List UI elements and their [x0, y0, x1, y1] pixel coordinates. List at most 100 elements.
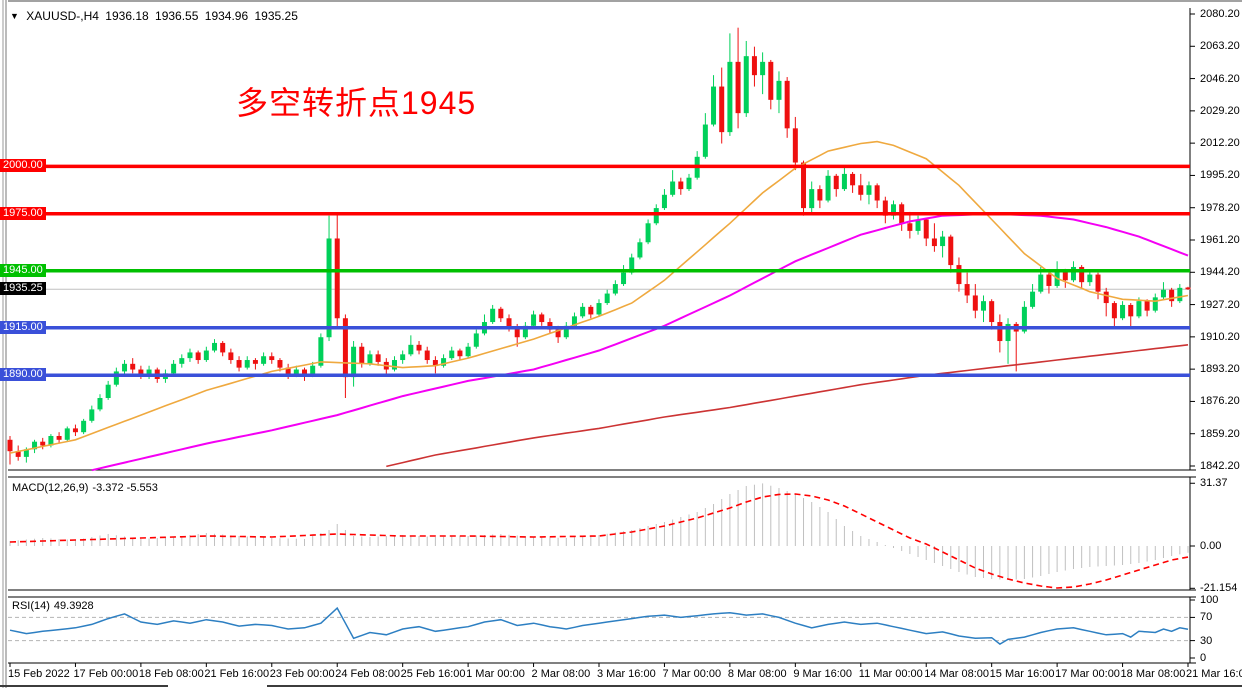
- ma-fast-orange-line[interactable]: [9, 140, 1189, 454]
- candle: [424, 350, 430, 361]
- candle: [980, 301, 986, 311]
- candle: [645, 223, 651, 243]
- candle: [89, 409, 95, 421]
- price-tick-label: 2046.20: [1200, 72, 1240, 85]
- candle: [604, 293, 610, 304]
- candle: [408, 344, 414, 355]
- candle: [833, 175, 839, 190]
- candle: [817, 189, 823, 201]
- candle: [1095, 274, 1101, 292]
- candle: [130, 363, 136, 370]
- time-axis-label: 3 Mar 16:00: [597, 668, 656, 680]
- ma-slow-red-line[interactable]: [386, 344, 1189, 468]
- price-tick-label: 1944.20: [1200, 266, 1240, 279]
- candle: [212, 342, 218, 351]
- rsi-indicator-label: RSI(14) 49.3928: [12, 600, 98, 612]
- candle: [195, 352, 201, 361]
- candle: [64, 428, 70, 440]
- candle: [1079, 266, 1085, 283]
- candle: [1169, 289, 1175, 302]
- candle: [375, 354, 381, 362]
- price-tick-label: 2029.20: [1200, 104, 1240, 117]
- candle: [40, 441, 46, 446]
- candle: [359, 346, 365, 364]
- candle: [449, 350, 455, 359]
- candle: [15, 451, 21, 457]
- candle: [629, 257, 635, 273]
- candle: [1160, 289, 1166, 298]
- candle: [48, 435, 54, 446]
- candle: [866, 185, 872, 195]
- candle: [923, 219, 929, 239]
- candle: [792, 128, 798, 163]
- candle: [105, 384, 111, 399]
- candle: [498, 308, 504, 319]
- candle: [522, 325, 528, 338]
- candle: [547, 322, 553, 330]
- time-axis-label: 24 Feb 08:00: [335, 668, 401, 680]
- candle: [1005, 323, 1011, 342]
- candle: [277, 360, 283, 368]
- candle: [801, 162, 807, 209]
- candle: [760, 61, 766, 76]
- price-tick-label: 1927.20: [1200, 298, 1240, 311]
- rsi-name: RSI(14): [12, 600, 50, 612]
- price-tick-label: 1859.20: [1200, 427, 1240, 440]
- price-tick-label: 2080.20: [1200, 8, 1240, 20]
- time-axis-label: 25 Feb 16:00: [400, 668, 466, 680]
- candle: [571, 316, 577, 326]
- candle: [653, 208, 659, 224]
- price-tick-label: 1978.20: [1200, 201, 1240, 214]
- candle: [391, 360, 397, 370]
- close-value: 1935.25: [254, 9, 298, 23]
- candle: [555, 329, 561, 338]
- rsi-value: 49.3928: [53, 600, 94, 612]
- candle: [743, 56, 749, 114]
- candle: [122, 363, 128, 372]
- candle: [702, 124, 708, 157]
- candle: [1062, 270, 1068, 281]
- candle: [1030, 291, 1036, 307]
- candle: [1152, 297, 1158, 311]
- candle: [727, 61, 733, 133]
- candle: [956, 265, 962, 285]
- candle: [506, 318, 512, 328]
- candle: [97, 398, 103, 410]
- time-axis-label: 9 Mar 16:00: [793, 668, 853, 680]
- candle: [580, 306, 586, 317]
- candle: [252, 360, 258, 364]
- macd-signal-line: [9, 493, 1189, 589]
- candle: [490, 308, 496, 323]
- chevron-down-icon[interactable]: ▼: [10, 11, 19, 21]
- time-axis-label: 2 Mar 08:00: [531, 668, 591, 680]
- candle: [621, 272, 627, 285]
- candle: [138, 369, 144, 376]
- candle: [841, 173, 847, 190]
- candle: [858, 185, 864, 195]
- rsi-line: [9, 606, 1189, 646]
- chart-text-annotation[interactable]: 多空转折点1945: [236, 85, 477, 121]
- candle: [236, 360, 242, 368]
- candle: [334, 238, 340, 319]
- candle: [179, 358, 185, 364]
- price-tick-label: 1893.20: [1200, 363, 1240, 376]
- candle: [318, 337, 324, 366]
- price-level-badge: 2000.00: [0, 159, 46, 173]
- candle: [1103, 291, 1109, 304]
- candle: [670, 181, 676, 195]
- candle: [261, 356, 267, 364]
- candle: [539, 314, 545, 323]
- candle: [719, 86, 725, 133]
- candle: [514, 327, 520, 338]
- price-tick-label: 1995.20: [1200, 169, 1240, 182]
- candle: [1185, 287, 1191, 290]
- time-axis-label: 1 Mar 00:00: [466, 668, 525, 680]
- candle: [563, 325, 569, 338]
- candle: [23, 449, 29, 457]
- candle: [400, 354, 406, 361]
- candle: [588, 306, 594, 315]
- macd-indicator-label: MACD(12,26,9) -3.372 -5.553: [12, 482, 162, 494]
- candle: [940, 236, 946, 247]
- symbol-info-bar: ▼ XAUUSD-,H4 1936.18 1936.55 1934.96 193…: [10, 9, 301, 23]
- candle: [596, 303, 602, 315]
